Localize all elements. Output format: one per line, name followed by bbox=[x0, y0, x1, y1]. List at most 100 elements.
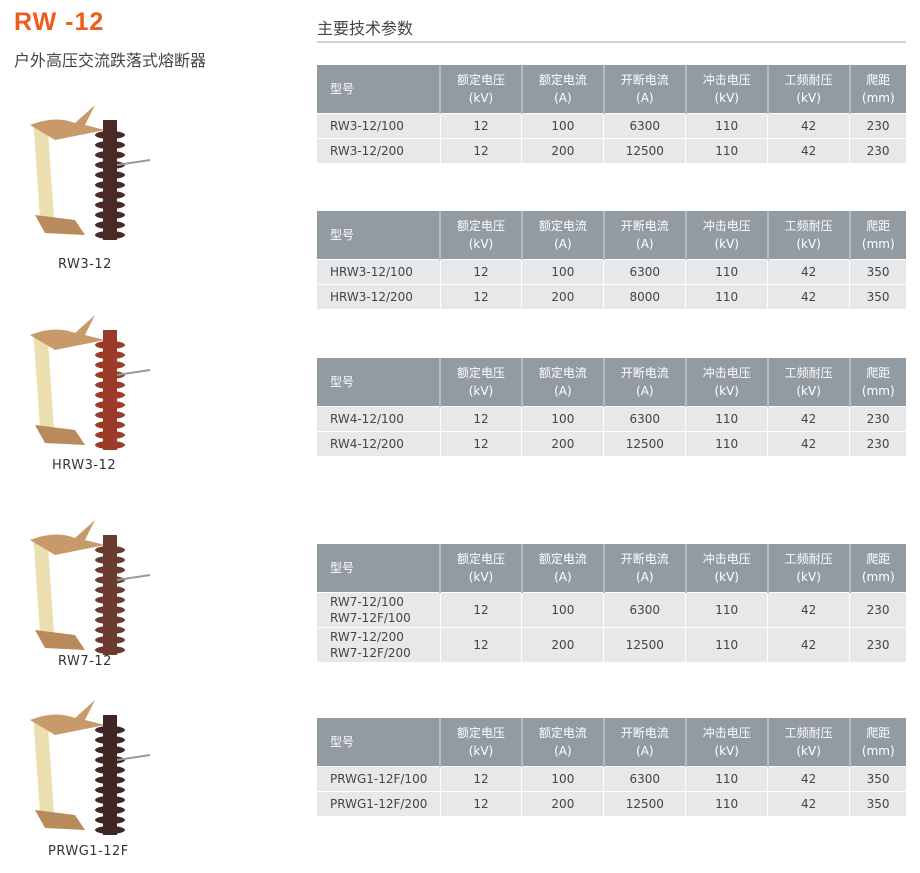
table-cell: 12 bbox=[440, 766, 523, 792]
table-cell: RW4-12/200 bbox=[317, 431, 441, 456]
table-cell: 350 bbox=[849, 259, 906, 285]
table-cell: 6300 bbox=[603, 406, 687, 432]
table-cell: 12 bbox=[440, 431, 523, 456]
section-heading: 主要技术参数 bbox=[317, 19, 414, 38]
table-cell: 200 bbox=[521, 284, 605, 309]
table-cell: 12 bbox=[440, 113, 523, 139]
table-row: PRWG1-12F/200 12 200 12500 110 42 350 bbox=[317, 791, 906, 816]
table-cell: 350 bbox=[849, 766, 906, 792]
table-cell: RW4-12/100 bbox=[317, 406, 441, 432]
column-header: 额定电流 (A) bbox=[521, 718, 605, 767]
table-cell: 110 bbox=[685, 766, 769, 792]
table-cell: 12 bbox=[440, 138, 523, 163]
column-header: 工频耐压 (kV) bbox=[767, 65, 851, 114]
table-cell: 110 bbox=[685, 627, 769, 662]
table-cell: 110 bbox=[685, 431, 769, 456]
table-cell: RW7-12/100 RW7-12F/100 bbox=[317, 592, 441, 628]
fuse-cutout-photo bbox=[15, 305, 155, 455]
table-cell: RW3-12/200 bbox=[317, 138, 441, 163]
column-header: 额定电流 (A) bbox=[521, 211, 605, 260]
table-cell: 200 bbox=[521, 791, 605, 816]
spec-table: 型号 额定电压 (kV) 额定电流 (A) 开断电流 (A) 冲击电压 (kV) 工频耐压 (kV)… bbox=[317, 358, 906, 456]
column-header: 开断电流 (A) bbox=[603, 544, 687, 593]
spec-table: 型号 额定电压 (kV) 额定电流 (A) 开断电流 (A) 冲击电压 (kV) 工频耐压 (kV)… bbox=[317, 544, 906, 662]
column-header: 爬距 (mm) bbox=[849, 718, 906, 767]
table-row: RW3-12/100 12 100 6300 110 42 230 bbox=[317, 113, 906, 139]
table-cell: 100 bbox=[521, 113, 605, 139]
table-cell: 6300 bbox=[603, 259, 687, 285]
table-cell: 42 bbox=[767, 627, 851, 662]
column-header: 型号 bbox=[317, 65, 441, 114]
column-header: 型号 bbox=[317, 718, 441, 767]
table-cell: 12500 bbox=[603, 431, 687, 456]
section-divider bbox=[317, 41, 906, 43]
table-cell: 200 bbox=[521, 431, 605, 456]
table-cell: 42 bbox=[767, 406, 851, 432]
table-cell: 42 bbox=[767, 431, 851, 456]
table-cell: 12500 bbox=[603, 627, 687, 662]
fuse-cutout-photo bbox=[15, 690, 155, 840]
table-cell: 42 bbox=[767, 791, 851, 816]
column-header: 额定电流 (A) bbox=[521, 65, 605, 114]
table-cell: 42 bbox=[767, 138, 851, 163]
table-cell: 8000 bbox=[603, 284, 687, 309]
table-cell: 200 bbox=[521, 138, 605, 163]
column-header: 额定电压 (kV) bbox=[440, 358, 523, 407]
table-cell: 6300 bbox=[603, 113, 687, 139]
table-row: RW7-12/100 RW7-12F/100 12 100 6300 110 42 230 bbox=[317, 592, 906, 628]
column-header: 冲击电压 (kV) bbox=[685, 211, 769, 260]
table-cell: 110 bbox=[685, 284, 769, 309]
table-cell: 12 bbox=[440, 627, 523, 662]
table-row: RW4-12/200 12 200 12500 110 42 230 bbox=[317, 431, 906, 456]
table-cell: 42 bbox=[767, 592, 851, 628]
table-cell: 230 bbox=[849, 627, 906, 662]
table-row: RW7-12/200 RW7-12F/200 12 200 12500 110 42 230 bbox=[317, 627, 906, 662]
column-header: 额定电压 (kV) bbox=[440, 544, 523, 593]
table-cell: 100 bbox=[521, 766, 605, 792]
table-cell: 42 bbox=[767, 259, 851, 285]
table-row: RW4-12/100 12 100 6300 110 42 230 bbox=[317, 406, 906, 432]
table-cell: 6300 bbox=[603, 592, 687, 628]
table-cell: 230 bbox=[849, 431, 906, 456]
column-header: 冲击电压 (kV) bbox=[685, 718, 769, 767]
column-header: 冲击电压 (kV) bbox=[685, 358, 769, 407]
column-header: 工频耐压 (kV) bbox=[767, 718, 851, 767]
table-cell: 12 bbox=[440, 791, 523, 816]
product-title: RW -12 bbox=[14, 8, 105, 36]
column-header: 型号 bbox=[317, 211, 441, 260]
column-header: 型号 bbox=[317, 358, 441, 407]
table-cell: RW7-12/200 RW7-12F/200 bbox=[317, 627, 441, 662]
table-cell: 110 bbox=[685, 406, 769, 432]
column-header: 工频耐压 (kV) bbox=[767, 211, 851, 260]
spec-table: 型号 额定电压 (kV) 额定电流 (A) 开断电流 (A) 冲击电压 (kV) 工频耐压 (kV)… bbox=[317, 211, 906, 309]
column-header: 额定电压 (kV) bbox=[440, 211, 523, 260]
spec-table: 型号 额定电压 (kV) 额定电流 (A) 开断电流 (A) 冲击电压 (kV) 工频耐压 (kV)… bbox=[317, 65, 906, 163]
table-row: RW3-12/200 12 200 12500 110 42 230 bbox=[317, 138, 906, 163]
column-header: 额定电流 (A) bbox=[521, 358, 605, 407]
spec-table: 型号 额定电压 (kV) 额定电流 (A) 开断电流 (A) 冲击电压 (kV) 工频耐压 (kV)… bbox=[317, 718, 906, 816]
column-header: 开断电流 (A) bbox=[603, 65, 687, 114]
column-header: 开断电流 (A) bbox=[603, 211, 687, 260]
column-header: 工频耐压 (kV) bbox=[767, 358, 851, 407]
table-cell: 110 bbox=[685, 138, 769, 163]
table-cell: 350 bbox=[849, 791, 906, 816]
column-header: 开断电流 (A) bbox=[603, 358, 687, 407]
table-row: PRWG1-12F/100 12 100 6300 110 42 350 bbox=[317, 766, 906, 792]
product-label: RW3-12 bbox=[58, 257, 112, 272]
product-label: PRWG1-12F bbox=[48, 844, 129, 859]
table-cell: 100 bbox=[521, 259, 605, 285]
table-cell: 12 bbox=[440, 284, 523, 309]
table-row: HRW3-12/100 12 100 6300 110 42 350 bbox=[317, 259, 906, 285]
table-cell: 200 bbox=[521, 627, 605, 662]
table-cell: PRWG1-12F/200 bbox=[317, 791, 441, 816]
column-header: 型号 bbox=[317, 544, 441, 593]
table-cell: 12500 bbox=[603, 138, 687, 163]
fuse-cutout-photo bbox=[15, 510, 155, 660]
table-cell: 230 bbox=[849, 406, 906, 432]
column-header: 开断电流 (A) bbox=[603, 718, 687, 767]
column-header: 额定电压 (kV) bbox=[440, 65, 523, 114]
table-cell: 110 bbox=[685, 592, 769, 628]
column-header: 爬距 (mm) bbox=[849, 358, 906, 407]
product-label: HRW3-12 bbox=[52, 458, 117, 473]
table-cell: 12 bbox=[440, 406, 523, 432]
